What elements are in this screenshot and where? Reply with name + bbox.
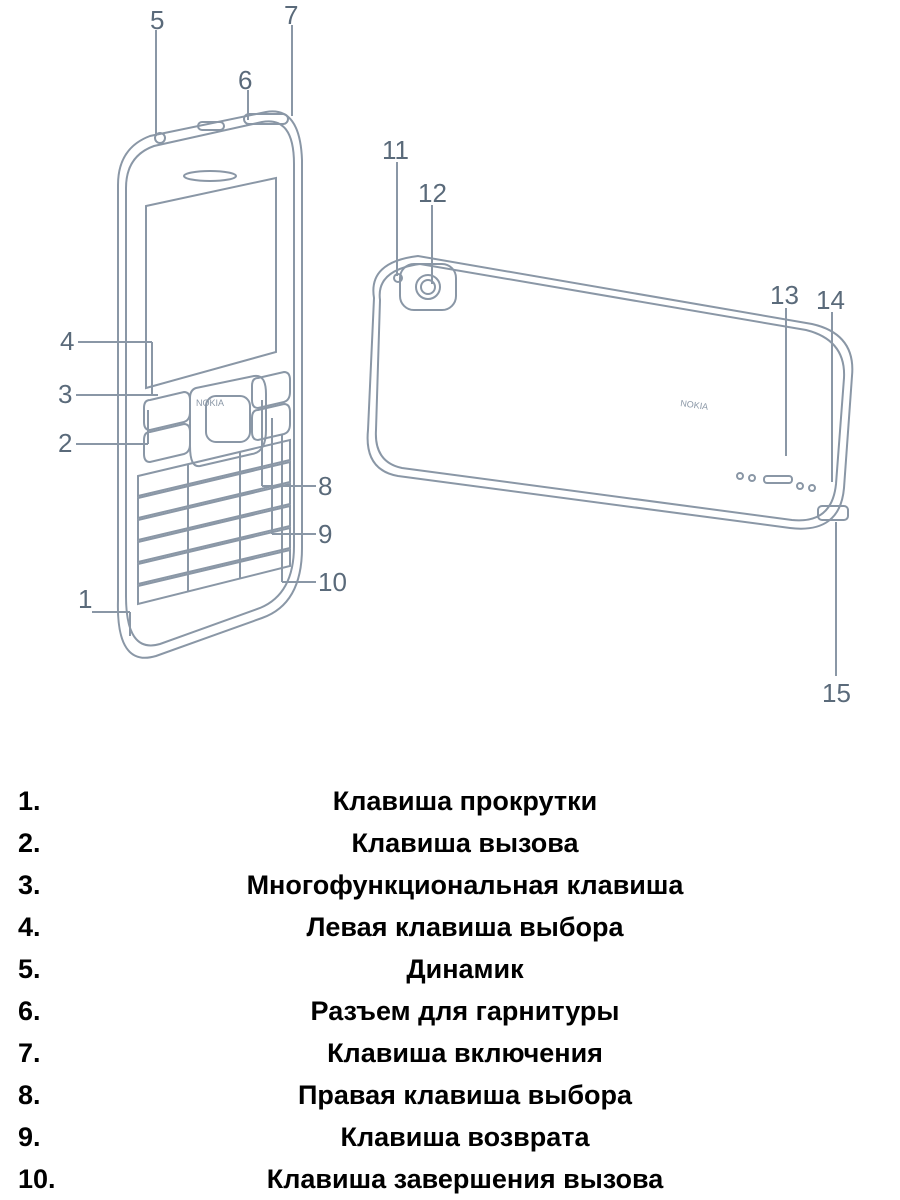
- legend-label: Левая клавиша выбора: [90, 906, 840, 948]
- legend-labels: Клавиша прокрутки Клавиша вызова Многофу…: [90, 780, 900, 1200]
- legend-label: Разъем для гарнитуры: [90, 990, 840, 1032]
- legend-label: Клавиша включения: [90, 1032, 840, 1074]
- legend-label: Правая клавиша выбора: [90, 1074, 840, 1116]
- legend-number: 8.: [18, 1074, 90, 1116]
- legend-number: 5.: [18, 948, 90, 990]
- legend-number: 1.: [18, 780, 90, 822]
- legend: 1. 2. 3. 4. 5. 6. 7. 8. 9. 10. Клавиша п…: [0, 780, 900, 1200]
- legend-number: 4.: [18, 906, 90, 948]
- diagram-area: NOKIA: [0, 0, 900, 740]
- legend-number: 9.: [18, 1116, 90, 1158]
- legend-label: Многофункциональная клавиша: [90, 864, 840, 906]
- legend-numbers: 1. 2. 3. 4. 5. 6. 7. 8. 9. 10.: [0, 780, 90, 1200]
- callout-lines: [0, 0, 900, 740]
- legend-label: Динамик: [90, 948, 840, 990]
- legend-number: 3.: [18, 864, 90, 906]
- legend-label: Клавиша вызова: [90, 822, 840, 864]
- legend-number: 7.: [18, 1032, 90, 1074]
- legend-label: Клавиша возврата: [90, 1116, 840, 1158]
- legend-number: 6.: [18, 990, 90, 1032]
- legend-number: 10.: [18, 1158, 90, 1200]
- legend-number: 2.: [18, 822, 90, 864]
- legend-label: Клавиша прокрутки: [90, 780, 840, 822]
- legend-label: Клавиша завершения вызова: [90, 1158, 840, 1200]
